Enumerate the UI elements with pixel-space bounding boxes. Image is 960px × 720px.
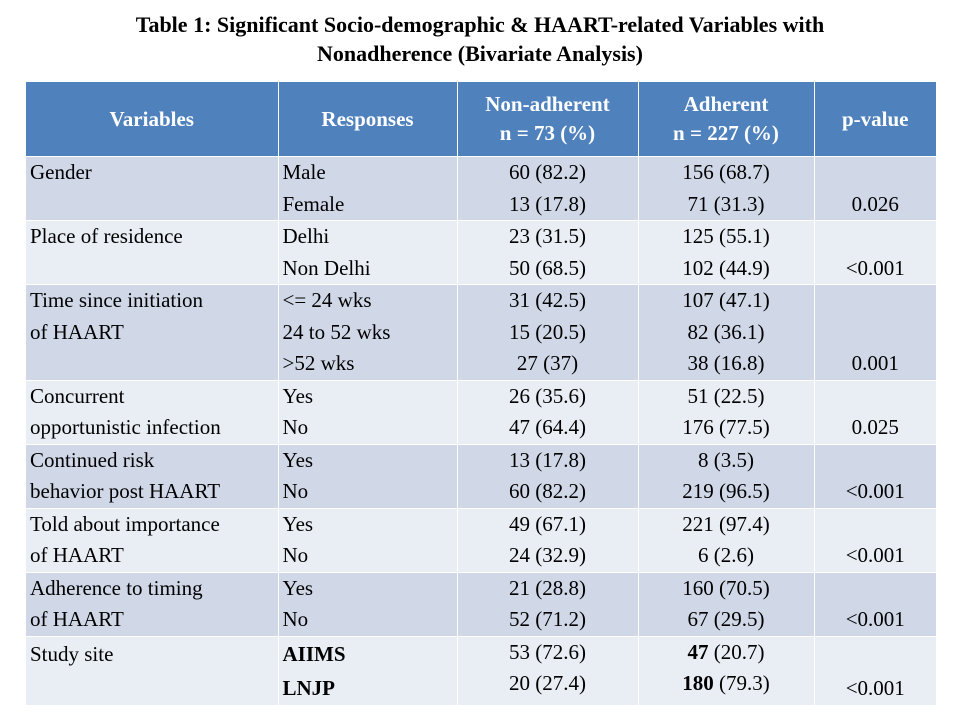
variable-cell: Time since initiation of HAART <box>26 284 279 380</box>
header-adherent: Adherent n = 227 (%) <box>638 82 815 157</box>
variable-cell: Continued risk behavior post HAART <box>26 443 279 508</box>
responses-cell: Yes No <box>278 379 458 444</box>
adherent-cell: 51 (22.5) 176 (77.5) <box>638 379 815 444</box>
table-title-line-1: Table 1: Significant Socio-demographic &… <box>135 12 825 37</box>
nonadherent-cell: 31 (42.5) 15 (20.5) 27 (37) <box>457 284 639 380</box>
table-row-risk-behavior: Continued risk behavior post HAART Yes N… <box>26 443 936 508</box>
responses-cell: <= 24 wks 24 to 52 wks >52 wks <box>278 284 458 380</box>
table-row-told-importance: Told about importance of HAART Yes No 49… <box>26 507 936 572</box>
nonadherent-cell: 60 (82.2) 13 (17.8) <box>457 156 639 221</box>
adherent-cell: 221 (97.4) 6 (2.6) <box>638 507 815 572</box>
nonadherent-cell: 21 (28.8) 52 (71.2) <box>457 571 639 636</box>
adherent-cell: 47 (20.7) 180 (79.3) <box>638 635 815 705</box>
table-row-opportunistic-infection: Concurrent opportunistic infection Yes N… <box>26 379 936 444</box>
header-responses: Responses <box>278 82 458 157</box>
variable-cell: Told about importance of HAART <box>26 507 279 572</box>
pvalue-cell: 0.025 <box>814 379 936 444</box>
nonadherent-cell: 13 (17.8) 60 (82.2) <box>457 443 639 508</box>
table-title-line-2: Nonadherence (Bivariate Analysis) <box>317 41 643 66</box>
header-pvalue: p-value <box>814 82 936 157</box>
table-row-study-site: Study site AIIMS LNJP 53 (72.6) 20 (27.4… <box>26 635 936 705</box>
variable-cell: Place of residence <box>26 220 279 285</box>
table-row-residence: Place of residence Delhi Non Delhi 23 (3… <box>26 220 936 285</box>
table-row-time-since-initiation: Time since initiation of HAART <= 24 wks… <box>26 284 936 380</box>
variable-cell: Study site <box>26 635 279 705</box>
responses-cell: Yes No <box>278 507 458 572</box>
responses-cell: Male Female <box>278 156 458 221</box>
adherent-cell: 8 (3.5) 219 (96.5) <box>638 443 815 508</box>
adherent-cell: 125 (55.1) 102 (44.9) <box>638 220 815 285</box>
adherent-cell: 107 (47.1) 82 (36.1) 38 (16.8) <box>638 284 815 380</box>
pvalue-cell: <0.001 <box>814 635 936 705</box>
pvalue-cell: <0.001 <box>814 507 936 572</box>
nonadherent-cell: 26 (35.6) 47 (64.4) <box>457 379 639 444</box>
adherent-cell: 156 (68.7) 71 (31.3) <box>638 156 815 221</box>
responses-cell: Yes No <box>278 443 458 508</box>
bivariate-analysis-table: Variables Responses Non-adherent n = 73 … <box>26 82 936 705</box>
pvalue-cell: <0.001 <box>814 443 936 508</box>
nonadherent-cell: 49 (67.1) 24 (32.9) <box>457 507 639 572</box>
table-row-gender: Gender Male Female 60 (82.2) 13 (17.8) 1… <box>26 156 936 221</box>
variable-cell: Adherence to timing of HAART <box>26 571 279 636</box>
table-row-adherence-timing: Adherence to timing of HAART Yes No 21 (… <box>26 571 936 636</box>
responses-cell: AIIMS LNJP <box>278 635 458 705</box>
header-row: Variables Responses Non-adherent n = 73 … <box>26 82 936 157</box>
nonadherent-cell: 53 (72.6) 20 (27.4) <box>457 635 639 705</box>
pvalue-cell: 0.026 <box>814 156 936 221</box>
nonadherent-cell: 23 (31.5) 50 (68.5) <box>457 220 639 285</box>
responses-cell: Yes No <box>278 571 458 636</box>
pvalue-cell: <0.001 <box>814 220 936 285</box>
header-variables: Variables <box>26 82 279 157</box>
pvalue-cell: <0.001 <box>814 571 936 636</box>
responses-cell: Delhi Non Delhi <box>278 220 458 285</box>
adherent-cell: 160 (70.5) 67 (29.5) <box>638 571 815 636</box>
pvalue-cell: 0.001 <box>814 284 936 380</box>
variable-cell: Concurrent opportunistic infection <box>26 379 279 444</box>
table-title: Table 1: Significant Socio-demographic &… <box>0 10 960 68</box>
variable-cell: Gender <box>26 156 279 221</box>
header-nonadherent: Non-adherent n = 73 (%) <box>457 82 639 157</box>
